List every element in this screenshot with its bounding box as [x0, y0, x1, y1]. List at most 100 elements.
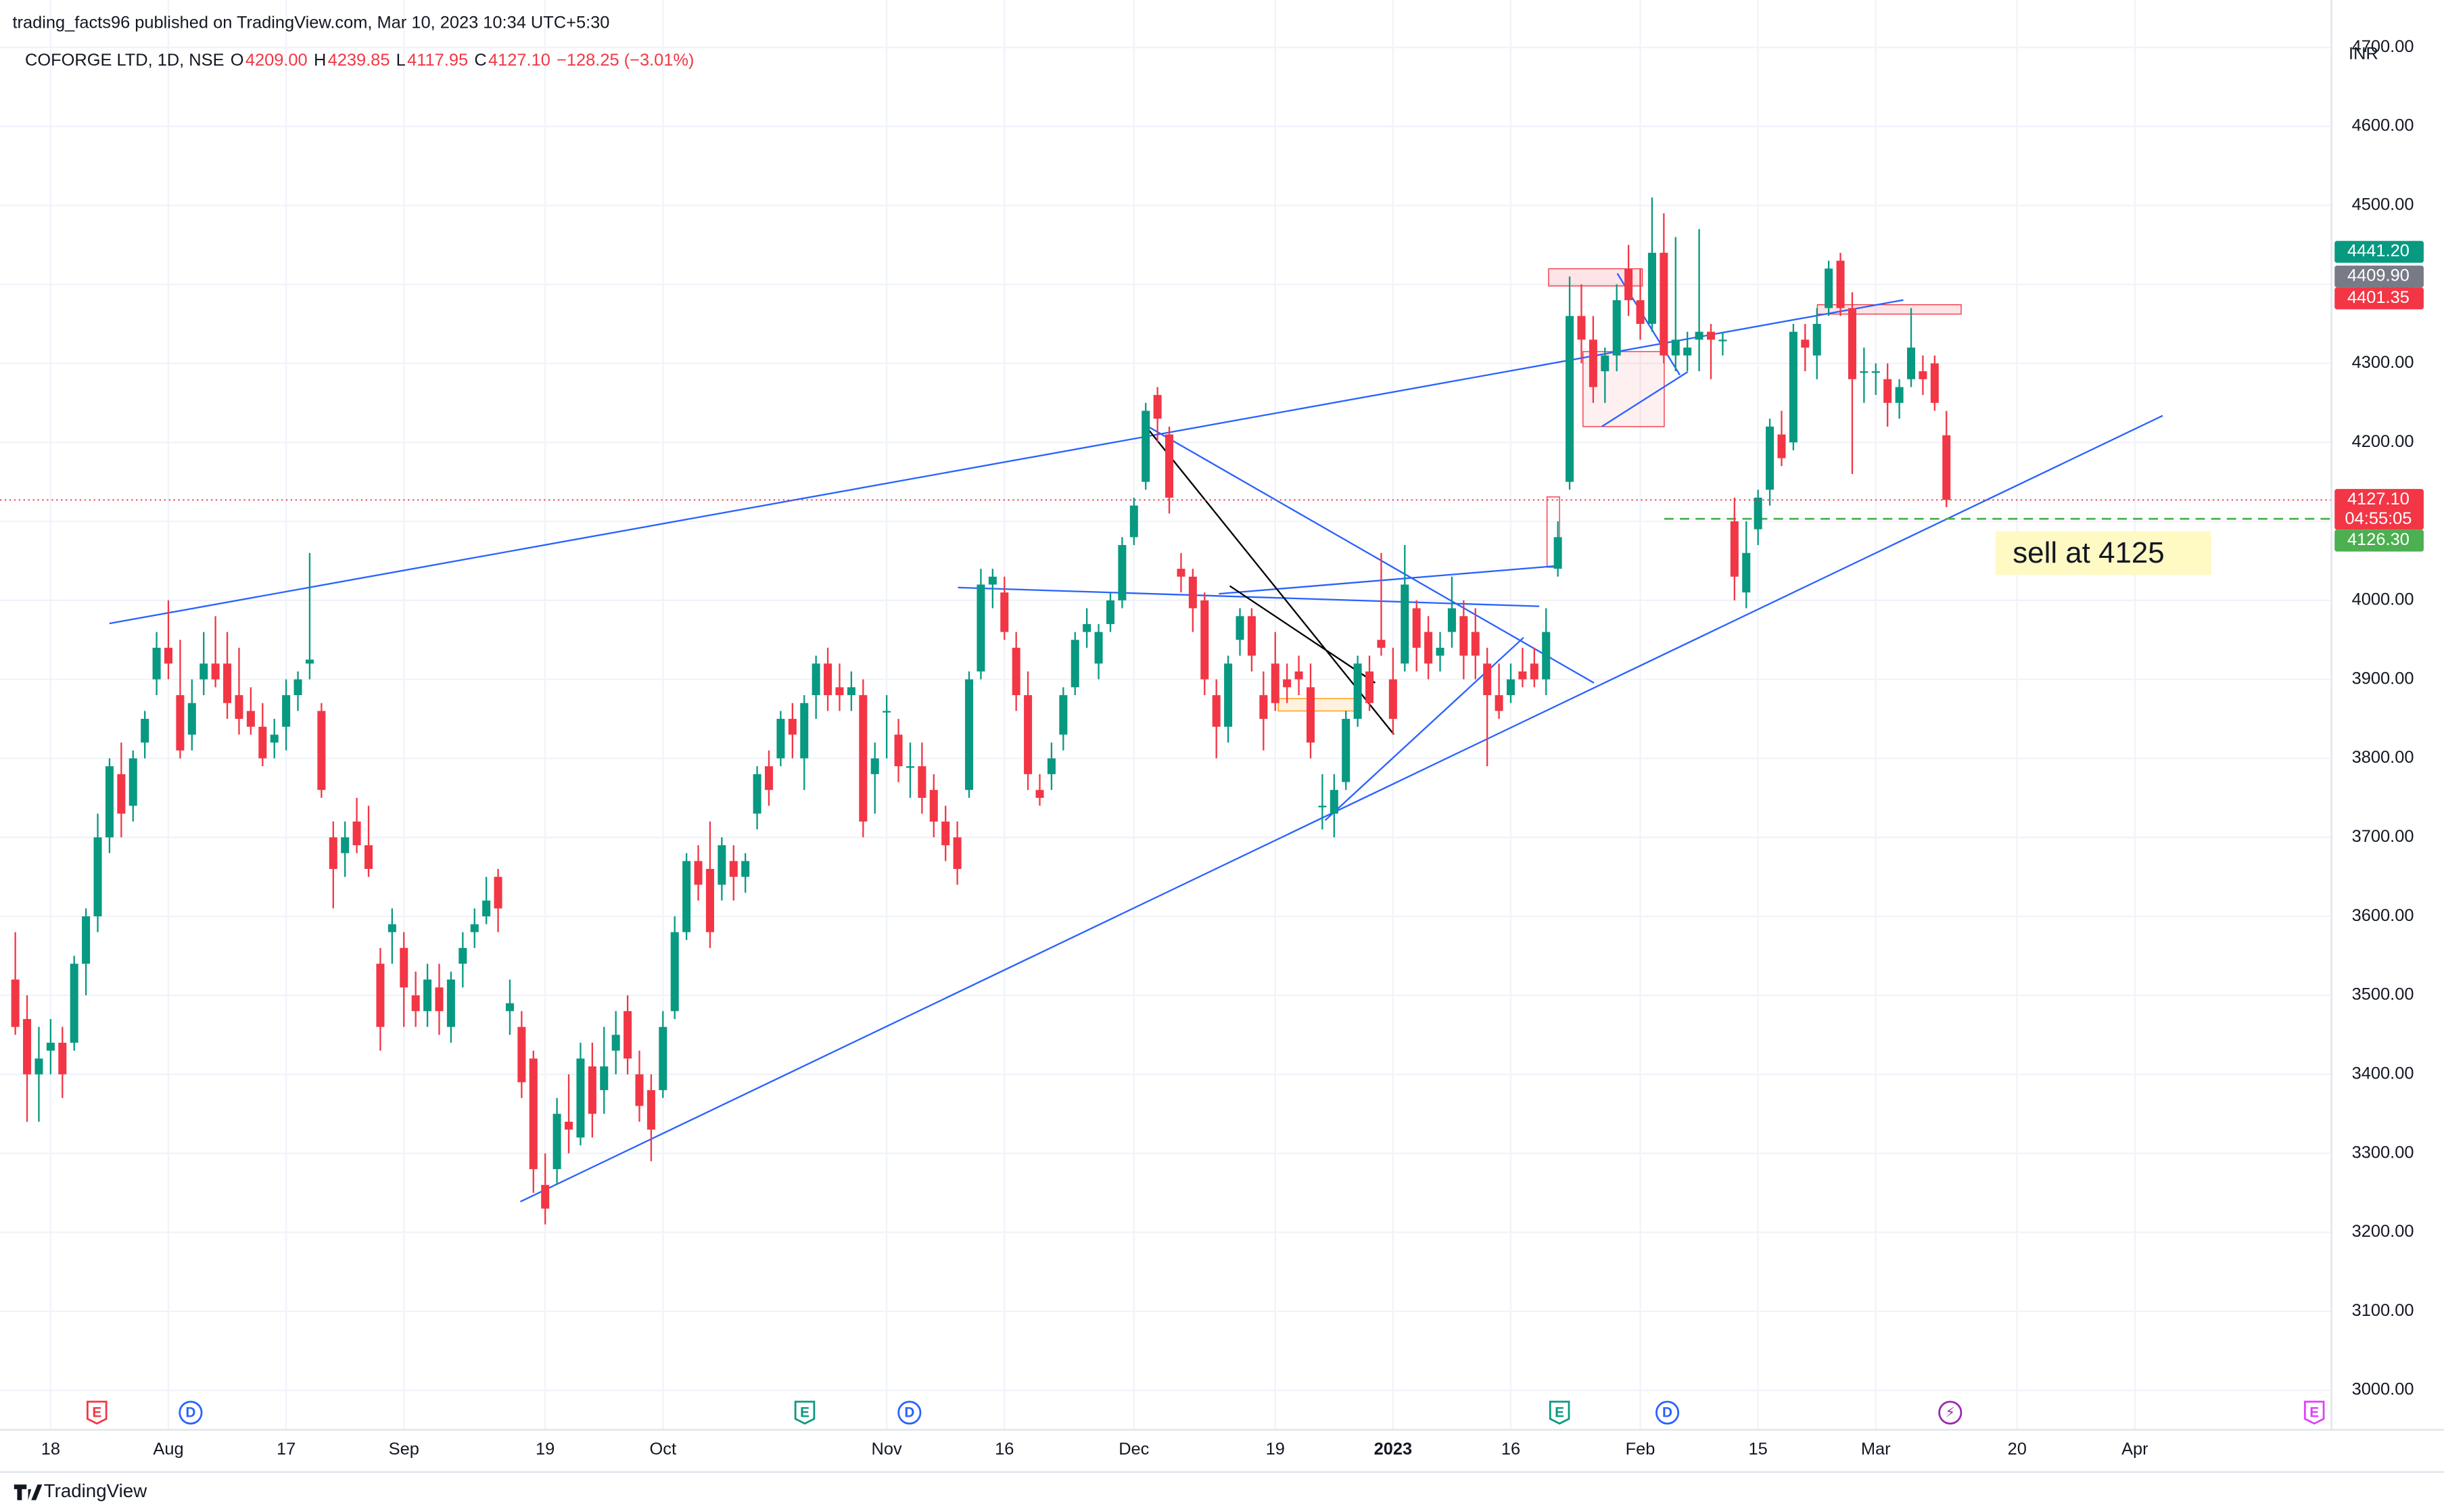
- event-marker: [87, 1400, 108, 1425]
- candle-body: [1012, 647, 1020, 696]
- x-tick-label: Apr: [2121, 1440, 2148, 1459]
- price-label-text: 4127.10: [2347, 490, 2410, 509]
- candle-body: [1318, 805, 1327, 807]
- candle-body: [659, 1026, 667, 1091]
- y-tick-label: 3900.00: [2352, 669, 2414, 688]
- candle-body: [176, 695, 185, 751]
- candle-body: [1436, 647, 1444, 656]
- candle-body: [529, 1058, 538, 1169]
- candle-body: [906, 766, 914, 768]
- candle-body: [1024, 695, 1033, 774]
- zone: [1277, 698, 1357, 712]
- candle-body: [329, 837, 337, 870]
- event-marker: [1549, 1400, 1570, 1425]
- candle-body: [776, 719, 785, 759]
- event-marker: [1655, 1400, 1680, 1425]
- candle-body: [1401, 584, 1409, 664]
- candle-body: [1553, 537, 1562, 569]
- candle-body: [1165, 434, 1174, 498]
- candle-body: [258, 726, 267, 759]
- legend-item: C: [474, 51, 486, 70]
- x-tick-label: Aug: [153, 1440, 183, 1459]
- candle-body: [1247, 616, 1256, 656]
- candle-body: [1518, 671, 1527, 680]
- candle-body: [624, 1011, 632, 1059]
- candle-body: [1695, 331, 1703, 340]
- candle-body: [1825, 268, 1833, 308]
- published: trading_facts96 published on TradingView…: [12, 13, 609, 32]
- candle-body: [1059, 695, 1068, 735]
- event-label: E: [2309, 1405, 2319, 1421]
- candle-body: [305, 659, 314, 664]
- candle-body: [977, 584, 985, 671]
- candle-body: [1377, 640, 1386, 648]
- trendline: [1145, 424, 1595, 684]
- candle-body: [376, 964, 385, 1027]
- legend-item: H: [314, 51, 326, 70]
- candle-body: [1483, 663, 1492, 696]
- candle-body: [824, 663, 832, 696]
- candle-body: [1577, 316, 1586, 340]
- candle-body: [1766, 426, 1775, 490]
- candle-body: [1801, 339, 1810, 348]
- candle-body: [670, 932, 679, 1012]
- event-marker: [794, 1400, 816, 1425]
- event-label: ⚡: [1946, 1405, 1956, 1421]
- candle-body: [1471, 632, 1480, 656]
- candle-body: [718, 845, 726, 885]
- y-tick-label: 3500.00: [2352, 985, 2414, 1004]
- trendline: [1219, 565, 1560, 595]
- event-label: D: [1662, 1405, 1672, 1421]
- candle-body: [1789, 331, 1797, 443]
- candle-body: [1883, 379, 1892, 403]
- candle-body: [1777, 434, 1786, 458]
- candle-body: [1306, 687, 1315, 743]
- x-tick-label: 18: [41, 1440, 60, 1459]
- candle-body: [1424, 632, 1433, 664]
- trendline: [1229, 585, 1376, 684]
- candle-body: [34, 1058, 43, 1074]
- currency: INR: [2349, 45, 2378, 64]
- y-tick-label: 3600.00: [2352, 906, 2414, 925]
- y-tick-label: 4600.00: [2352, 116, 2414, 135]
- event-marker: [897, 1400, 922, 1425]
- y-tick-label: 4700.00: [2352, 37, 2414, 56]
- y-tick-label: 3100.00: [2352, 1301, 2414, 1320]
- candle-body: [765, 766, 774, 790]
- x-tick-label: Feb: [1626, 1440, 1655, 1459]
- candle-body: [741, 861, 750, 877]
- candle-body: [1671, 339, 1680, 356]
- candle-body: [1624, 268, 1633, 300]
- candle-body: [199, 663, 208, 680]
- candle-body: [1495, 695, 1503, 711]
- candle-body: [929, 790, 938, 822]
- event-marker: [179, 1400, 203, 1425]
- zone: [1546, 496, 1560, 568]
- event-marker: [2303, 1400, 2325, 1425]
- trendline: [1601, 371, 1689, 427]
- candle-body: [1848, 308, 1856, 379]
- x-tick-label: 16: [1501, 1440, 1520, 1459]
- candle-body: [1236, 616, 1244, 640]
- candle-body: [894, 734, 903, 767]
- candle-body: [23, 1018, 32, 1074]
- candle-body: [1919, 371, 1927, 379]
- candle-body: [1647, 252, 1656, 324]
- candle-body: [1601, 355, 1609, 372]
- candle-body: [494, 876, 502, 909]
- candle-body: [705, 869, 714, 932]
- y-tick-label: 4300.00: [2352, 353, 2414, 372]
- x-tick-label: Nov: [872, 1440, 902, 1459]
- candle-body: [1742, 552, 1751, 593]
- candle-body: [411, 995, 420, 1012]
- candle-body: [1000, 592, 1009, 632]
- candle-body: [1365, 671, 1374, 703]
- candle-body: [1730, 521, 1739, 577]
- y-tick-label: 3000.00: [2352, 1380, 2414, 1399]
- candle-body: [847, 687, 855, 696]
- y-tick-label: 3400.00: [2352, 1064, 2414, 1083]
- candle-body: [1177, 569, 1185, 577]
- candle-body: [435, 987, 444, 1012]
